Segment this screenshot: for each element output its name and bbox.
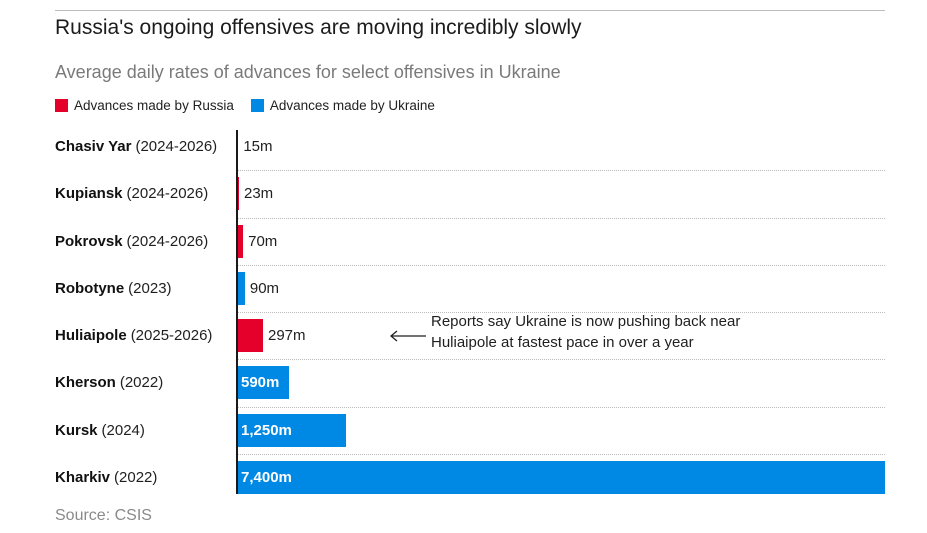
- value-label-pokrovsk: 70m: [248, 232, 278, 250]
- row-divider: [238, 264, 885, 266]
- annotation-line-1: Reports say Ukraine is now pushing back …: [431, 312, 741, 330]
- value-label-kharkiv: 7,400m: [241, 468, 292, 486]
- value-label-kursk: 1,250m: [241, 421, 292, 439]
- row-name-kharkiv: Kharkiv: [55, 468, 111, 486]
- bar-kharkiv: [237, 460, 885, 494]
- y-axis-line: [236, 130, 238, 494]
- row-period-kherson: (2022): [119, 374, 164, 392]
- bar-huliaipole: [237, 319, 263, 353]
- row-label-kherson: Kherson (2022): [55, 359, 163, 406]
- row-label-kharkiv: Kharkiv (2022): [55, 454, 157, 501]
- top-rule: [55, 10, 885, 11]
- value-label-kherson: 590m: [241, 374, 280, 392]
- row-name-pokrovsk: Pokrovsk: [55, 232, 123, 250]
- bar-kursk: [237, 413, 347, 447]
- bar-kupiansk: [237, 177, 239, 211]
- bar-robotyne: [237, 271, 245, 305]
- legend-item-ukraine: Advances made by Ukraine: [250, 98, 435, 113]
- row-name-kupiansk: Kupiansk: [55, 185, 123, 203]
- annotation-line-2: Huliaipole at fastest pace in over a yea…: [431, 333, 694, 351]
- row-period-robotyne: (2023): [128, 279, 172, 297]
- legend-label-russia: Advances made by Russia: [74, 98, 234, 113]
- row-divider: [238, 453, 885, 455]
- legend-swatch-ukraine: [250, 99, 264, 112]
- bar-chart: Reports say Ukraine is now pushing back …: [0, 123, 927, 501]
- row-label-kursk: Kursk (2024): [55, 407, 145, 454]
- row-label-huliaipole: Huliaipole (2025-2026): [55, 312, 212, 359]
- row-divider: [238, 170, 885, 172]
- row-period-kharkiv: (2022): [114, 468, 158, 486]
- legend-label-ukraine: Advances made by Ukraine: [269, 98, 435, 113]
- row-period-kupiansk: (2024-2026): [126, 185, 209, 203]
- row-divider: [238, 312, 885, 313]
- row-name-robotyne: Robotyne: [55, 279, 125, 297]
- row-divider: [238, 359, 885, 361]
- row-label-robotyne: Robotyne (2023): [55, 265, 172, 312]
- row-name-kherson: Kherson: [55, 374, 116, 392]
- row-period-chasiv-yar: (2024-2026): [135, 138, 218, 155]
- bar-kherson: [237, 366, 289, 400]
- annotation: Reports say Ukraine is now pushing back …: [431, 311, 740, 353]
- annotation-arrow-icon: [389, 330, 426, 342]
- chart-title: Russia's ongoing offensives are moving i…: [55, 16, 582, 39]
- row-period-pokrovsk: (2024-2026): [126, 232, 209, 250]
- value-label-kupiansk: 23m: [244, 185, 274, 203]
- chart-subtitle: Average daily rates of advances for sele…: [55, 62, 561, 82]
- row-name-kursk: Kursk: [55, 421, 98, 439]
- row-divider: [238, 217, 885, 219]
- legend: Advances made by Russia Advances made by…: [55, 95, 452, 116]
- legend-item-russia: Advances made by Russia: [55, 98, 234, 113]
- source-note: Source: CSIS: [55, 507, 152, 524]
- bar-pokrovsk: [237, 224, 244, 258]
- row-divider: [238, 406, 885, 408]
- row-name-chasiv-yar: Chasiv Yar: [55, 138, 132, 155]
- value-label-chasiv-yar: 15m: [243, 138, 273, 155]
- row-label-pokrovsk: Pokrovsk (2024-2026): [55, 218, 208, 265]
- legend-swatch-russia: [55, 99, 68, 112]
- value-label-huliaipole: 297m: [268, 327, 306, 344]
- row-label-chasiv-yar: Chasiv Yar (2024-2026): [55, 123, 217, 170]
- row-period-huliaipole: (2025-2026): [130, 327, 213, 344]
- row-period-kursk: (2024): [101, 421, 145, 439]
- row-label-kupiansk: Kupiansk (2024-2026): [55, 170, 208, 217]
- value-label-robotyne: 90m: [249, 279, 280, 297]
- row-name-huliaipole: Huliaipole: [55, 327, 127, 344]
